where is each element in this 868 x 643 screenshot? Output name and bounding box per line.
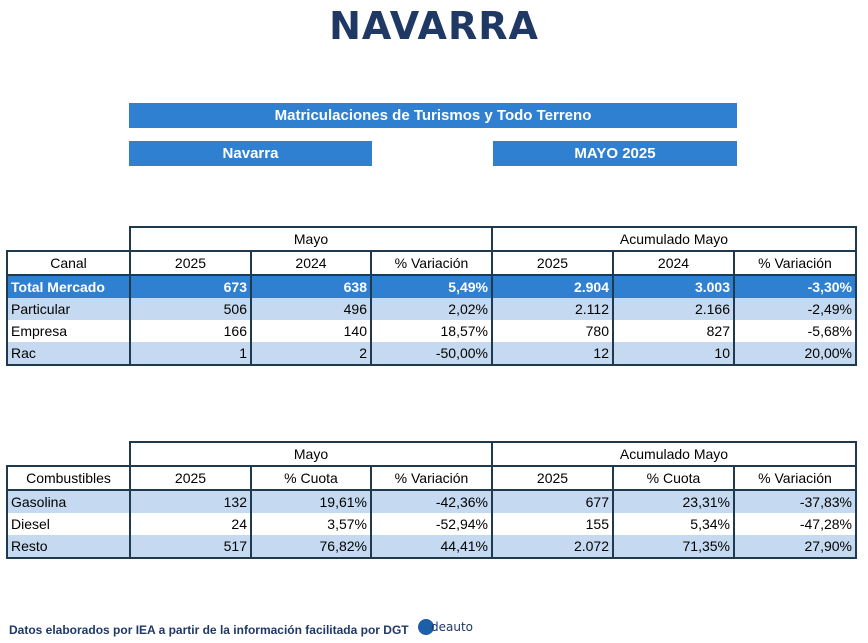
- group-header-cumulative: Acumulado Mayo: [491, 441, 857, 467]
- cell: -2,49%: [733, 298, 857, 320]
- region-banner: Navarra: [129, 141, 372, 166]
- cell: 18,57%: [370, 320, 493, 342]
- cell: 517: [129, 535, 252, 559]
- cell: 673: [129, 275, 252, 298]
- cell: -50,00%: [370, 342, 493, 366]
- column-header: 2024: [612, 250, 735, 276]
- column-header: 2024: [250, 250, 372, 276]
- logo-text: deauto: [431, 620, 474, 634]
- cell: 3,57%: [250, 513, 372, 535]
- cell: 2,02%: [370, 298, 493, 320]
- table-row: Total Mercado 673 638 5,49% 2.904 3.003 …: [6, 275, 857, 298]
- row-label: Particular: [6, 298, 131, 320]
- column-header: 2025: [129, 250, 252, 276]
- cell: -42,36%: [370, 490, 493, 513]
- row-label: Total Mercado: [6, 275, 131, 298]
- group-header-month: Mayo: [129, 226, 493, 252]
- cell: 76,82%: [250, 535, 372, 559]
- column-header: % Variación: [733, 250, 857, 276]
- cell: 677: [491, 490, 614, 513]
- cell: -37,83%: [733, 490, 857, 513]
- table-row: Particular 506 496 2,02% 2.112 2.166 -2,…: [6, 298, 857, 320]
- cell: -47,28%: [733, 513, 857, 535]
- cell: 506: [129, 298, 252, 320]
- cell: 24: [129, 513, 252, 535]
- row-label: Gasolina: [6, 490, 131, 513]
- cell: 166: [129, 320, 252, 342]
- cell: 155: [491, 513, 614, 535]
- column-header: Combustibles: [6, 465, 131, 491]
- group-header-month: Mayo: [129, 441, 493, 467]
- registrations-by-channel-table: Mayo Acumulado Mayo Canal 2025 2024 % Va…: [6, 226, 857, 366]
- column-header: 2025: [491, 465, 614, 491]
- cell: 12: [491, 342, 614, 366]
- cell: 3.003: [612, 275, 735, 298]
- row-label: Empresa: [6, 320, 131, 342]
- cell: 638: [250, 275, 372, 298]
- cell: 780: [491, 320, 614, 342]
- logo-mark-icon: [418, 619, 434, 635]
- row-label: Diesel: [6, 513, 131, 535]
- page-title: NAVARRA: [329, 4, 539, 48]
- cell: -5,68%: [733, 320, 857, 342]
- cell: 1: [129, 342, 252, 366]
- column-header: % Variación: [733, 465, 857, 491]
- table-row: Gasolina 132 19,61% -42,36% 677 23,31% -…: [6, 490, 857, 513]
- cell: 23,31%: [612, 490, 735, 513]
- cell: 27,90%: [733, 535, 857, 559]
- cell: 71,35%: [612, 535, 735, 559]
- cell: -3,30%: [733, 275, 857, 298]
- cell: 132: [129, 490, 252, 513]
- cell: 44,41%: [370, 535, 493, 559]
- column-header: Canal: [6, 250, 131, 276]
- column-header: % Cuota: [612, 465, 735, 491]
- report-title-banner: Matriculaciones de Turismos y Todo Terre…: [129, 103, 737, 128]
- cell: 5,49%: [370, 275, 493, 298]
- cell: 20,00%: [733, 342, 857, 366]
- column-header: % Variación: [370, 465, 493, 491]
- cell: 827: [612, 320, 735, 342]
- table-row: Diesel 24 3,57% -52,94% 155 5,34% -47,28…: [6, 513, 857, 535]
- period-banner: MAYO 2025: [493, 141, 737, 166]
- row-label: Rac: [6, 342, 131, 366]
- registrations-by-fuel-table: Mayo Acumulado Mayo Combustibles 2025 % …: [6, 441, 857, 559]
- cell: 19,61%: [250, 490, 372, 513]
- source-footnote: Datos elaborados por IEA a partir de la …: [9, 623, 409, 637]
- table-row: Rac 1 2 -50,00% 12 10 20,00%: [6, 342, 857, 366]
- cell: 10: [612, 342, 735, 366]
- cell: 2.904: [491, 275, 614, 298]
- cell: -52,94%: [370, 513, 493, 535]
- row-label: Resto: [6, 535, 131, 559]
- group-header-cumulative: Acumulado Mayo: [491, 226, 857, 252]
- column-header: % Cuota: [250, 465, 372, 491]
- cell: 2: [250, 342, 372, 366]
- table-row: Resto 517 76,82% 44,41% 2.072 71,35% 27,…: [6, 535, 857, 559]
- cell: 2.072: [491, 535, 614, 559]
- column-header: % Variación: [370, 250, 493, 276]
- column-header: 2025: [491, 250, 614, 276]
- ideauto-logo: deauto: [418, 617, 478, 639]
- cell: 140: [250, 320, 372, 342]
- cell: 2.112: [491, 298, 614, 320]
- cell: 496: [250, 298, 372, 320]
- cell: 2.166: [612, 298, 735, 320]
- column-header: 2025: [129, 465, 252, 491]
- cell: 5,34%: [612, 513, 735, 535]
- table-row: Empresa 166 140 18,57% 780 827 -5,68%: [6, 320, 857, 342]
